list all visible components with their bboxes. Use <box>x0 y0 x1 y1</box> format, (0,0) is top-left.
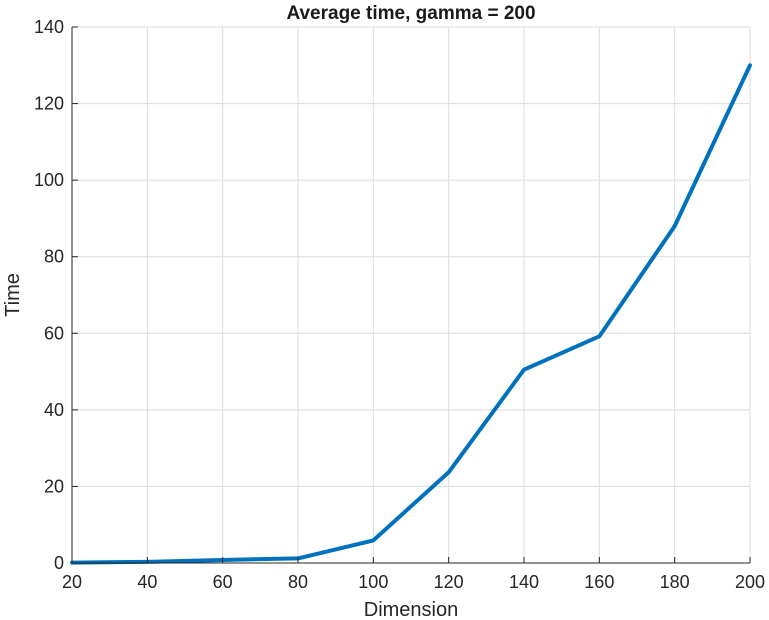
x-tick-label: 20 <box>62 572 82 592</box>
y-axis-label: Time <box>2 273 24 317</box>
series-line <box>70 63 752 565</box>
y-tick-label: 80 <box>44 247 64 267</box>
y-tick-label: 40 <box>44 400 64 420</box>
x-tick-label: 200 <box>735 572 765 592</box>
y-tick-label: 60 <box>44 323 64 343</box>
x-tick-label: 100 <box>358 572 388 592</box>
x-tick-label: 180 <box>660 572 690 592</box>
series-layer <box>70 63 752 565</box>
y-tick-label: 120 <box>34 94 64 114</box>
plot-area <box>72 27 750 563</box>
x-tick-label: 140 <box>509 572 539 592</box>
x-tick-label: 160 <box>584 572 614 592</box>
y-tick-label: 20 <box>44 476 64 496</box>
chart-title: Average time, gamma = 200 <box>286 3 535 24</box>
y-tick-label: 100 <box>34 170 64 190</box>
x-tick-labels: 20 40 60 80 100 120 140 160 180 200 <box>62 572 765 592</box>
axes <box>71 26 751 564</box>
y-tick-label: 0 <box>54 553 64 573</box>
x-tick-label: 40 <box>137 572 157 592</box>
y-tick-labels: 0 20 40 60 80 100 120 140 <box>34 17 64 573</box>
x-axis-label: Dimension <box>364 599 458 620</box>
x-tick-label: 60 <box>213 572 233 592</box>
x-tick-label: 80 <box>288 572 308 592</box>
x-tick-label: 120 <box>434 572 464 592</box>
y-tick-label: 140 <box>34 17 64 37</box>
